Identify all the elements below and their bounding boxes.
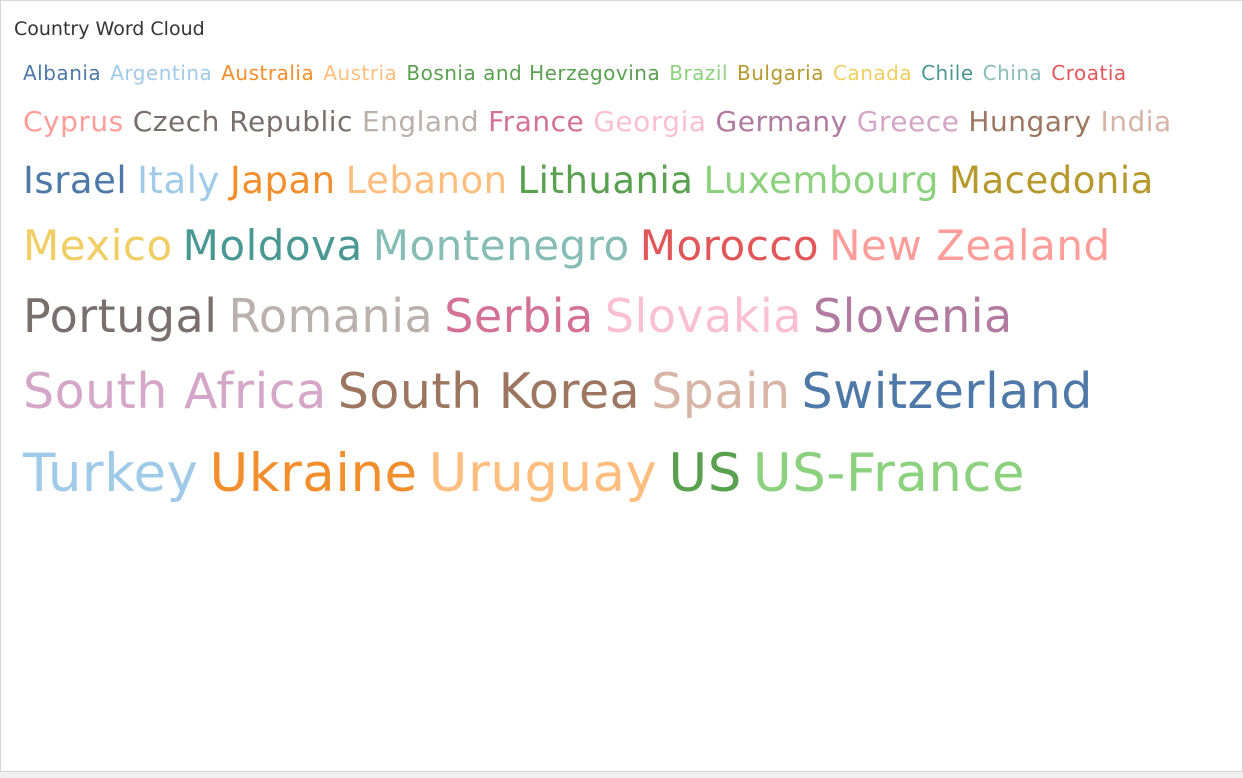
bottom-scroll-strip [0,772,1243,778]
word-luxembourg[interactable]: Luxembourg [703,159,940,202]
word-germany[interactable]: Germany [715,105,848,138]
word-slovakia[interactable]: Slovakia [604,289,802,343]
word-south-africa[interactable]: South Africa [23,363,327,420]
word-row-1: Albania Argentina Australia Austria Bosnia a… [23,63,1223,108]
word-hungary[interactable]: Hungary [968,105,1092,138]
word-chile[interactable]: Chile [921,61,974,85]
word-spain[interactable]: Spain [651,363,791,420]
word-row-6: South Africa South Korea Spain Switzerland [23,367,1223,447]
word-mexico[interactable]: Mexico [23,221,173,270]
word-montenegro[interactable]: Montenegro [372,221,630,270]
word-row-3: Israel Italy Japan Lebanon Lithuania Luxembou… [23,162,1223,225]
word-brazil[interactable]: Brazil [669,61,729,85]
word-portugal[interactable]: Portugal [23,289,218,343]
word-row-4: Mexico Moldova Montenegro Morocco New Zealan… [23,225,1223,293]
word-cloud: Albania Argentina Australia Austria Bosnia a… [23,63,1223,523]
word-south-korea[interactable]: South Korea [337,363,641,420]
word-turkey[interactable]: Turkey [23,443,199,504]
word-macedonia[interactable]: Macedonia [949,159,1154,202]
word-australia[interactable]: Australia [221,61,315,85]
word-china[interactable]: China [982,61,1043,85]
word-italy[interactable]: Italy [137,159,220,202]
word-greece[interactable]: Greece [856,105,960,138]
word-row-7: Turkey Ukraine Uruguay US US-France [23,447,1223,529]
word-new-zealand[interactable]: New Zealand [829,221,1111,270]
word-cyprus[interactable]: Cyprus [23,105,124,138]
word-japan[interactable]: Japan [229,159,336,202]
word-bosnia-and-herzegovina[interactable]: Bosnia and Herzegovina [406,61,661,85]
word-argentina[interactable]: Argentina [110,61,213,85]
word-bulgaria[interactable]: Bulgaria [737,61,824,85]
word-slovenia[interactable]: Slovenia [812,289,1013,343]
word-serbia[interactable]: Serbia [444,289,594,343]
word-morocco[interactable]: Morocco [639,221,820,270]
word-england[interactable]: England [361,105,480,138]
word-croatia[interactable]: Croatia [1051,61,1127,85]
word-india[interactable]: India [1100,105,1172,138]
word-canada[interactable]: Canada [832,61,913,85]
word-georgia[interactable]: Georgia [593,105,707,138]
word-austria[interactable]: Austria [323,61,398,85]
word-czech-republic[interactable]: Czech Republic [132,105,353,138]
word-switzerland[interactable]: Switzerland [801,363,1093,420]
word-lebanon[interactable]: Lebanon [345,159,508,202]
word-row-2: Cyprus Czech Republic England France Georgia… [23,108,1223,162]
word-israel[interactable]: Israel [23,159,128,202]
word-ukraine[interactable]: Ukraine [209,443,418,504]
word-row-5: Portugal Romania Serbia Slovakia Slovenia [23,293,1223,367]
word-albania[interactable]: Albania [23,61,102,85]
word-moldova[interactable]: Moldova [182,221,363,270]
word-france[interactable]: France [488,105,585,138]
word-uruguay[interactable]: Uruguay [428,443,658,504]
chart-title: Country Word Cloud [14,18,205,40]
word-lithuania[interactable]: Lithuania [517,159,694,202]
word-romania[interactable]: Romania [228,289,434,343]
word-us[interactable]: US [668,443,742,504]
word-us-france[interactable]: US-France [752,443,1026,504]
